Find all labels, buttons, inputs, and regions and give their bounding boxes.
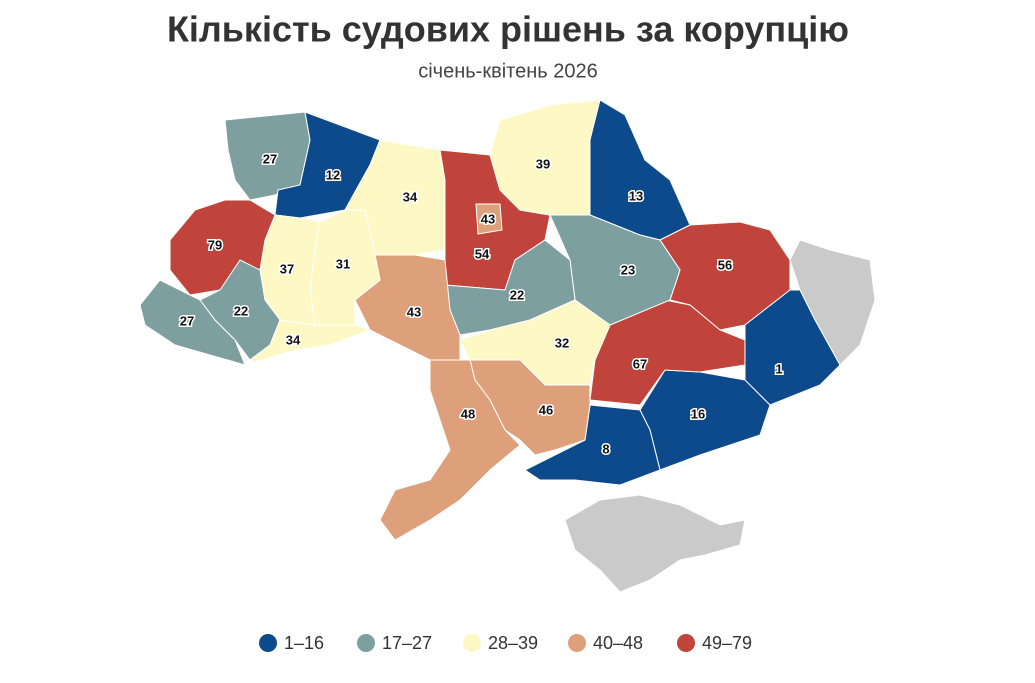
no-data-region bbox=[789, 239, 876, 366]
legend-swatch bbox=[259, 634, 277, 652]
region-value-label: 34 bbox=[403, 189, 418, 204]
legend-label: 17–27 bbox=[382, 633, 432, 653]
region bbox=[589, 99, 691, 241]
region-value-label: 8 bbox=[602, 441, 609, 456]
region-labels: 27 12 34 54 43 39 13 56 1 16 8 67 23 22 32 46 48 43 31 37 79… bbox=[178, 150, 784, 458]
region-value-label: 37 bbox=[280, 261, 294, 276]
legend-label: 28–39 bbox=[488, 633, 538, 653]
region-value-label: 22 bbox=[510, 287, 524, 302]
region bbox=[248, 319, 372, 363]
region bbox=[524, 404, 661, 486]
region-value-label: 46 bbox=[539, 402, 553, 417]
region bbox=[379, 359, 521, 541]
regions bbox=[139, 99, 841, 541]
legend-swatch bbox=[568, 634, 586, 652]
region-value-label: 22 bbox=[234, 303, 248, 318]
chart-subtitle: січень-квітень 2026 bbox=[418, 60, 598, 82]
region-value-label: 39 bbox=[536, 156, 550, 171]
region-value-label: 13 bbox=[629, 188, 643, 203]
region bbox=[169, 199, 276, 296]
region-value-label: 1 bbox=[775, 361, 782, 376]
legend-label: 49–79 bbox=[702, 633, 752, 653]
region-value-label: 79 bbox=[208, 237, 222, 252]
region-value-label: 27 bbox=[263, 151, 277, 166]
legend-swatch bbox=[463, 634, 481, 652]
legend-label: 1–16 bbox=[284, 633, 324, 653]
region-value-label: 43 bbox=[481, 211, 495, 226]
region-value-label: 56 bbox=[718, 257, 732, 272]
legend-label: 40–48 bbox=[593, 633, 643, 653]
region-value-label: 27 bbox=[180, 313, 194, 328]
region-value-label: 43 bbox=[407, 304, 421, 319]
no-data-areas bbox=[564, 239, 876, 593]
region-value-label: 32 bbox=[555, 335, 569, 350]
chart-title: Кількість судових рішень за корупцію bbox=[167, 9, 849, 50]
region-value-label: 31 bbox=[336, 256, 350, 271]
region-value-label: 12 bbox=[326, 167, 340, 182]
region bbox=[589, 299, 746, 406]
region-value-label: 48 bbox=[461, 406, 475, 421]
legend: 1–16 17–27 28–39 40–48 49–79 bbox=[259, 633, 752, 653]
legend-swatch bbox=[357, 634, 375, 652]
legend-swatch bbox=[677, 634, 695, 652]
region bbox=[139, 279, 246, 366]
region-value-label: 67 bbox=[633, 356, 647, 371]
region-value-label: 34 bbox=[286, 332, 301, 347]
region-value-label: 54 bbox=[475, 246, 490, 261]
region bbox=[475, 203, 503, 235]
no-data-region bbox=[564, 494, 746, 593]
region-value-label: 23 bbox=[621, 262, 635, 277]
region-value-label: 16 bbox=[691, 406, 705, 421]
